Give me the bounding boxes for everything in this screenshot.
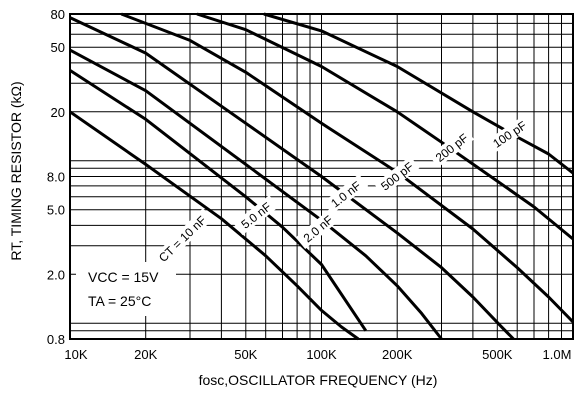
curve-label: CT = 10 nF: [151, 208, 214, 270]
y-tick-label: 50: [51, 40, 65, 55]
curve-label-bg: [374, 156, 420, 197]
x-tick-label: 20K: [134, 347, 157, 362]
x-tick-label: 10K: [64, 347, 87, 362]
y-tick-label: 0.8: [47, 332, 65, 347]
y-tick-label: 2.0: [47, 267, 65, 282]
curve-label-bg: [233, 195, 279, 236]
curve-label-bg: [486, 115, 533, 154]
curve-group: [69, 12, 575, 341]
curve-line: [69, 16, 515, 341]
x-tick-label: 200K: [382, 347, 413, 362]
x-tick-labels: 10K 20K 50K 100K 200K 500K 1.0M: [64, 347, 571, 362]
curve-label: 100 pF: [486, 115, 533, 154]
curve-line: [69, 48, 443, 340]
curve-line: [263, 12, 574, 175]
curve-label-bg: [429, 127, 475, 168]
plot-frame: [69, 13, 574, 340]
conditions-box: [76, 262, 176, 316]
y-axis-label: RT, TIMING RESISTOR (kΩ): [8, 81, 24, 260]
x-tick-label: 100K: [306, 347, 337, 362]
x-tick-label: 50K: [234, 347, 257, 362]
curve-label-bg: [295, 208, 341, 250]
y-tick-label: 80: [51, 7, 65, 22]
curve-label-bg: [323, 174, 369, 215]
x-tick-label: 1.0M: [543, 347, 572, 362]
ta-annotation: TA = 25°C: [88, 293, 151, 309]
x-tick-label: 500K: [482, 347, 513, 362]
y-tick-label: 20: [51, 105, 65, 120]
x-axis-label: fosc,OSCILLATOR FREQUENCY (Hz): [199, 372, 438, 388]
curve-label-bg: [151, 208, 214, 270]
y-tick-label: 8.0: [47, 170, 65, 185]
curve-label-text: CT = 10 nF: [156, 213, 209, 265]
vcc-annotation: VCC = 15V: [88, 269, 159, 285]
y-tick-label: 5.0: [47, 203, 65, 218]
curve-line: [69, 110, 360, 341]
curve-label-text: 100 pF: [490, 118, 529, 150]
curve-line: [196, 12, 574, 241]
curve-label: 5.0 nF: [233, 195, 279, 236]
y-tick-labels: 80 50 20 8.0 5.0 2.0 0.8: [47, 7, 65, 347]
